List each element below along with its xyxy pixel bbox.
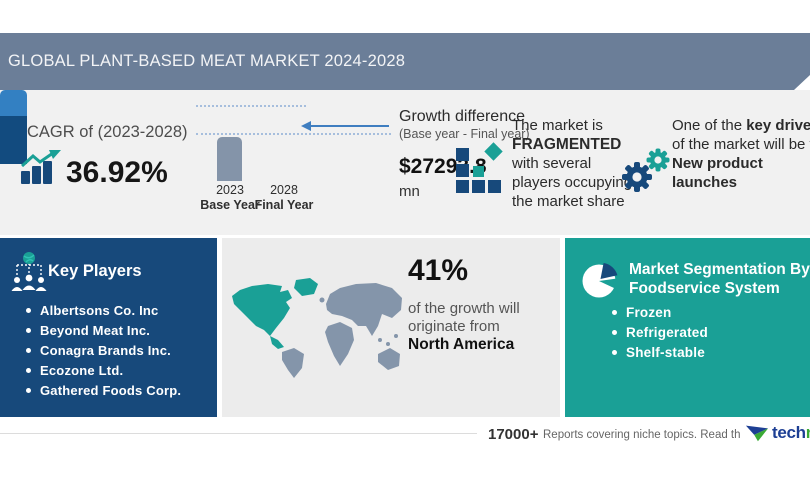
pie-chart-icon — [582, 263, 618, 298]
africa-region — [325, 322, 354, 366]
list-item: Beyond Meat Inc. — [26, 320, 181, 340]
south-america-region — [282, 348, 304, 378]
north-america-region — [232, 284, 292, 336]
fragmented-market-icon — [456, 142, 508, 193]
brand-navio: navio — [806, 423, 810, 443]
region-name: North America — [408, 336, 515, 353]
list-item: Ecozone Ltd. — [26, 360, 181, 380]
stats-strip: CAGR of (2023-2028) 36.92% 2023 Base Yea… — [0, 90, 810, 235]
list-item: Shelf-stable — [612, 342, 708, 362]
footer-text: Reports covering niche topics. Read them… — [543, 429, 770, 441]
world-map — [232, 278, 402, 378]
central-america-region — [270, 336, 284, 349]
fragmented-text: The market is FRAGMENTED with several pl… — [512, 117, 633, 210]
key-players-list: Albertsons Co. Inc Beyond Meat Inc. Cona… — [26, 300, 181, 400]
dotted-line-final — [196, 105, 306, 107]
footer-divider — [0, 433, 477, 434]
bullet-icon — [612, 309, 617, 315]
island — [378, 338, 382, 342]
bar-final-year — [0, 90, 27, 164]
bar-base-segment — [0, 116, 27, 164]
key-drivers-text: One of the key drivers of the market wil… — [672, 116, 810, 192]
region-text: of the growth will originate from — [408, 300, 520, 335]
greenland-region — [294, 278, 318, 296]
list-item: Frozen — [612, 302, 708, 322]
bullet-icon — [612, 349, 617, 355]
island — [394, 334, 398, 338]
key-players-title: Key Players — [48, 262, 142, 280]
page-title: GLOBAL PLANT-BASED MEAT MARKET 2024-2028 — [8, 52, 406, 70]
callout-arrow-line — [311, 125, 389, 127]
list-item: Albertsons Co. Inc — [26, 300, 181, 320]
title-bar: GLOBAL PLANT-BASED MEAT MARKET 2024-2028 — [0, 33, 810, 90]
technavio-logo: technavio — [741, 423, 810, 443]
bullet-icon — [26, 387, 31, 393]
fragmented-highlight: FRAGMENTED — [512, 136, 622, 153]
eurasia-region — [326, 283, 402, 336]
dotted-line-base — [196, 133, 391, 135]
region-growth-box: 41% of the growth will originate from No… — [222, 238, 560, 417]
bullet-icon — [26, 307, 31, 313]
bar-growth-segment — [0, 90, 27, 116]
key-players-box: Key Players Albertsons Co. Inc Beyond Me… — [0, 238, 217, 417]
bullet-icon — [612, 329, 617, 335]
list-item: Refrigerated — [612, 322, 708, 342]
bullet-icon — [26, 347, 31, 353]
brand-tech: tech — [772, 423, 806, 442]
callout-subtitle: (Base year - Final year) — [399, 127, 530, 141]
callout-arrow-icon — [301, 121, 311, 131]
island — [386, 342, 390, 346]
list-item: Conagra Brands Inc. — [26, 340, 181, 360]
uk-region — [319, 297, 325, 303]
report-count: 17000+ — [488, 426, 539, 443]
list-item: Gathered Foods Corp. — [26, 380, 181, 400]
bullet-icon — [26, 327, 31, 333]
growth-unit: mn — [399, 183, 420, 200]
callout-title: Growth difference — [399, 108, 525, 125]
segmentation-title: Market Segmentation By Foodservice Syste… — [629, 261, 810, 297]
bar-label-final: 2028 Final Year — [254, 183, 314, 212]
region-percent: 41% — [408, 254, 469, 287]
bullet-icon — [26, 367, 31, 373]
technavio-arrow-icon — [745, 425, 769, 442]
growth-bars-icon — [20, 150, 61, 184]
growth-difference-callout: Growth difference (Base year - Final yea… — [399, 108, 530, 200]
segmentation-box: Market Segmentation By Foodservice Syste… — [565, 238, 810, 417]
key-drivers-highlight: key drivers — [746, 117, 810, 134]
key-players-icon — [11, 252, 47, 291]
bar-base-year — [217, 137, 242, 181]
bar-label-base: 2023 Base Year — [200, 183, 260, 212]
australia-region — [378, 348, 400, 370]
cagr-label: CAGR of (2023-2028) — [27, 123, 188, 141]
cagr-value: 36.92% — [66, 156, 168, 189]
segmentation-list: Frozen Refrigerated Shelf-stable — [612, 302, 708, 362]
gears-icon — [622, 148, 670, 192]
